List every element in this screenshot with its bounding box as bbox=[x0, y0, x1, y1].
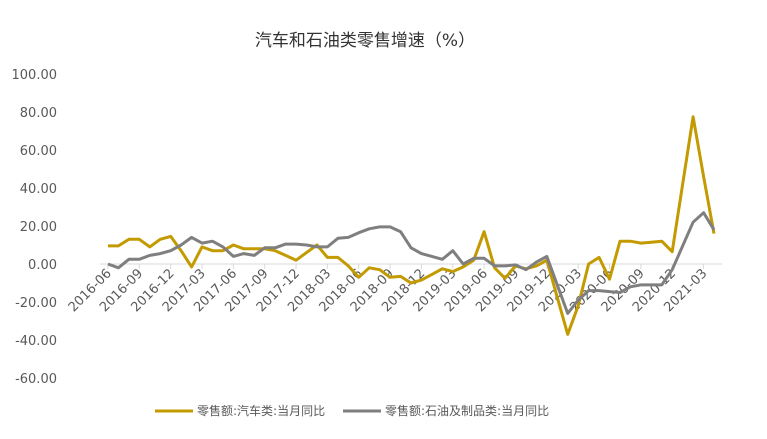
y-tick-label: -60.00 bbox=[15, 372, 57, 387]
chart-title: 汽车和石油类零售增速（%） bbox=[255, 31, 475, 51]
y-tick-label: 20.00 bbox=[20, 220, 57, 235]
series-line-0 bbox=[108, 115, 716, 336]
y-tick-label: -40.00 bbox=[15, 334, 57, 349]
y-tick-label: -20.00 bbox=[15, 296, 57, 311]
series-line-1 bbox=[107, 211, 716, 315]
y-tick-label: 80.00 bbox=[20, 106, 57, 121]
y-tick-label: 100.00 bbox=[12, 68, 58, 83]
legend-label: 零售额:汽车类:当月同比 bbox=[197, 403, 325, 418]
y-tick-label: 60.00 bbox=[20, 144, 57, 159]
y-tick-label: 0.00 bbox=[28, 258, 57, 273]
y-tick-label: 40.00 bbox=[20, 182, 57, 197]
legend-label: 零售额:石油及制品类:当月同比 bbox=[385, 403, 549, 418]
